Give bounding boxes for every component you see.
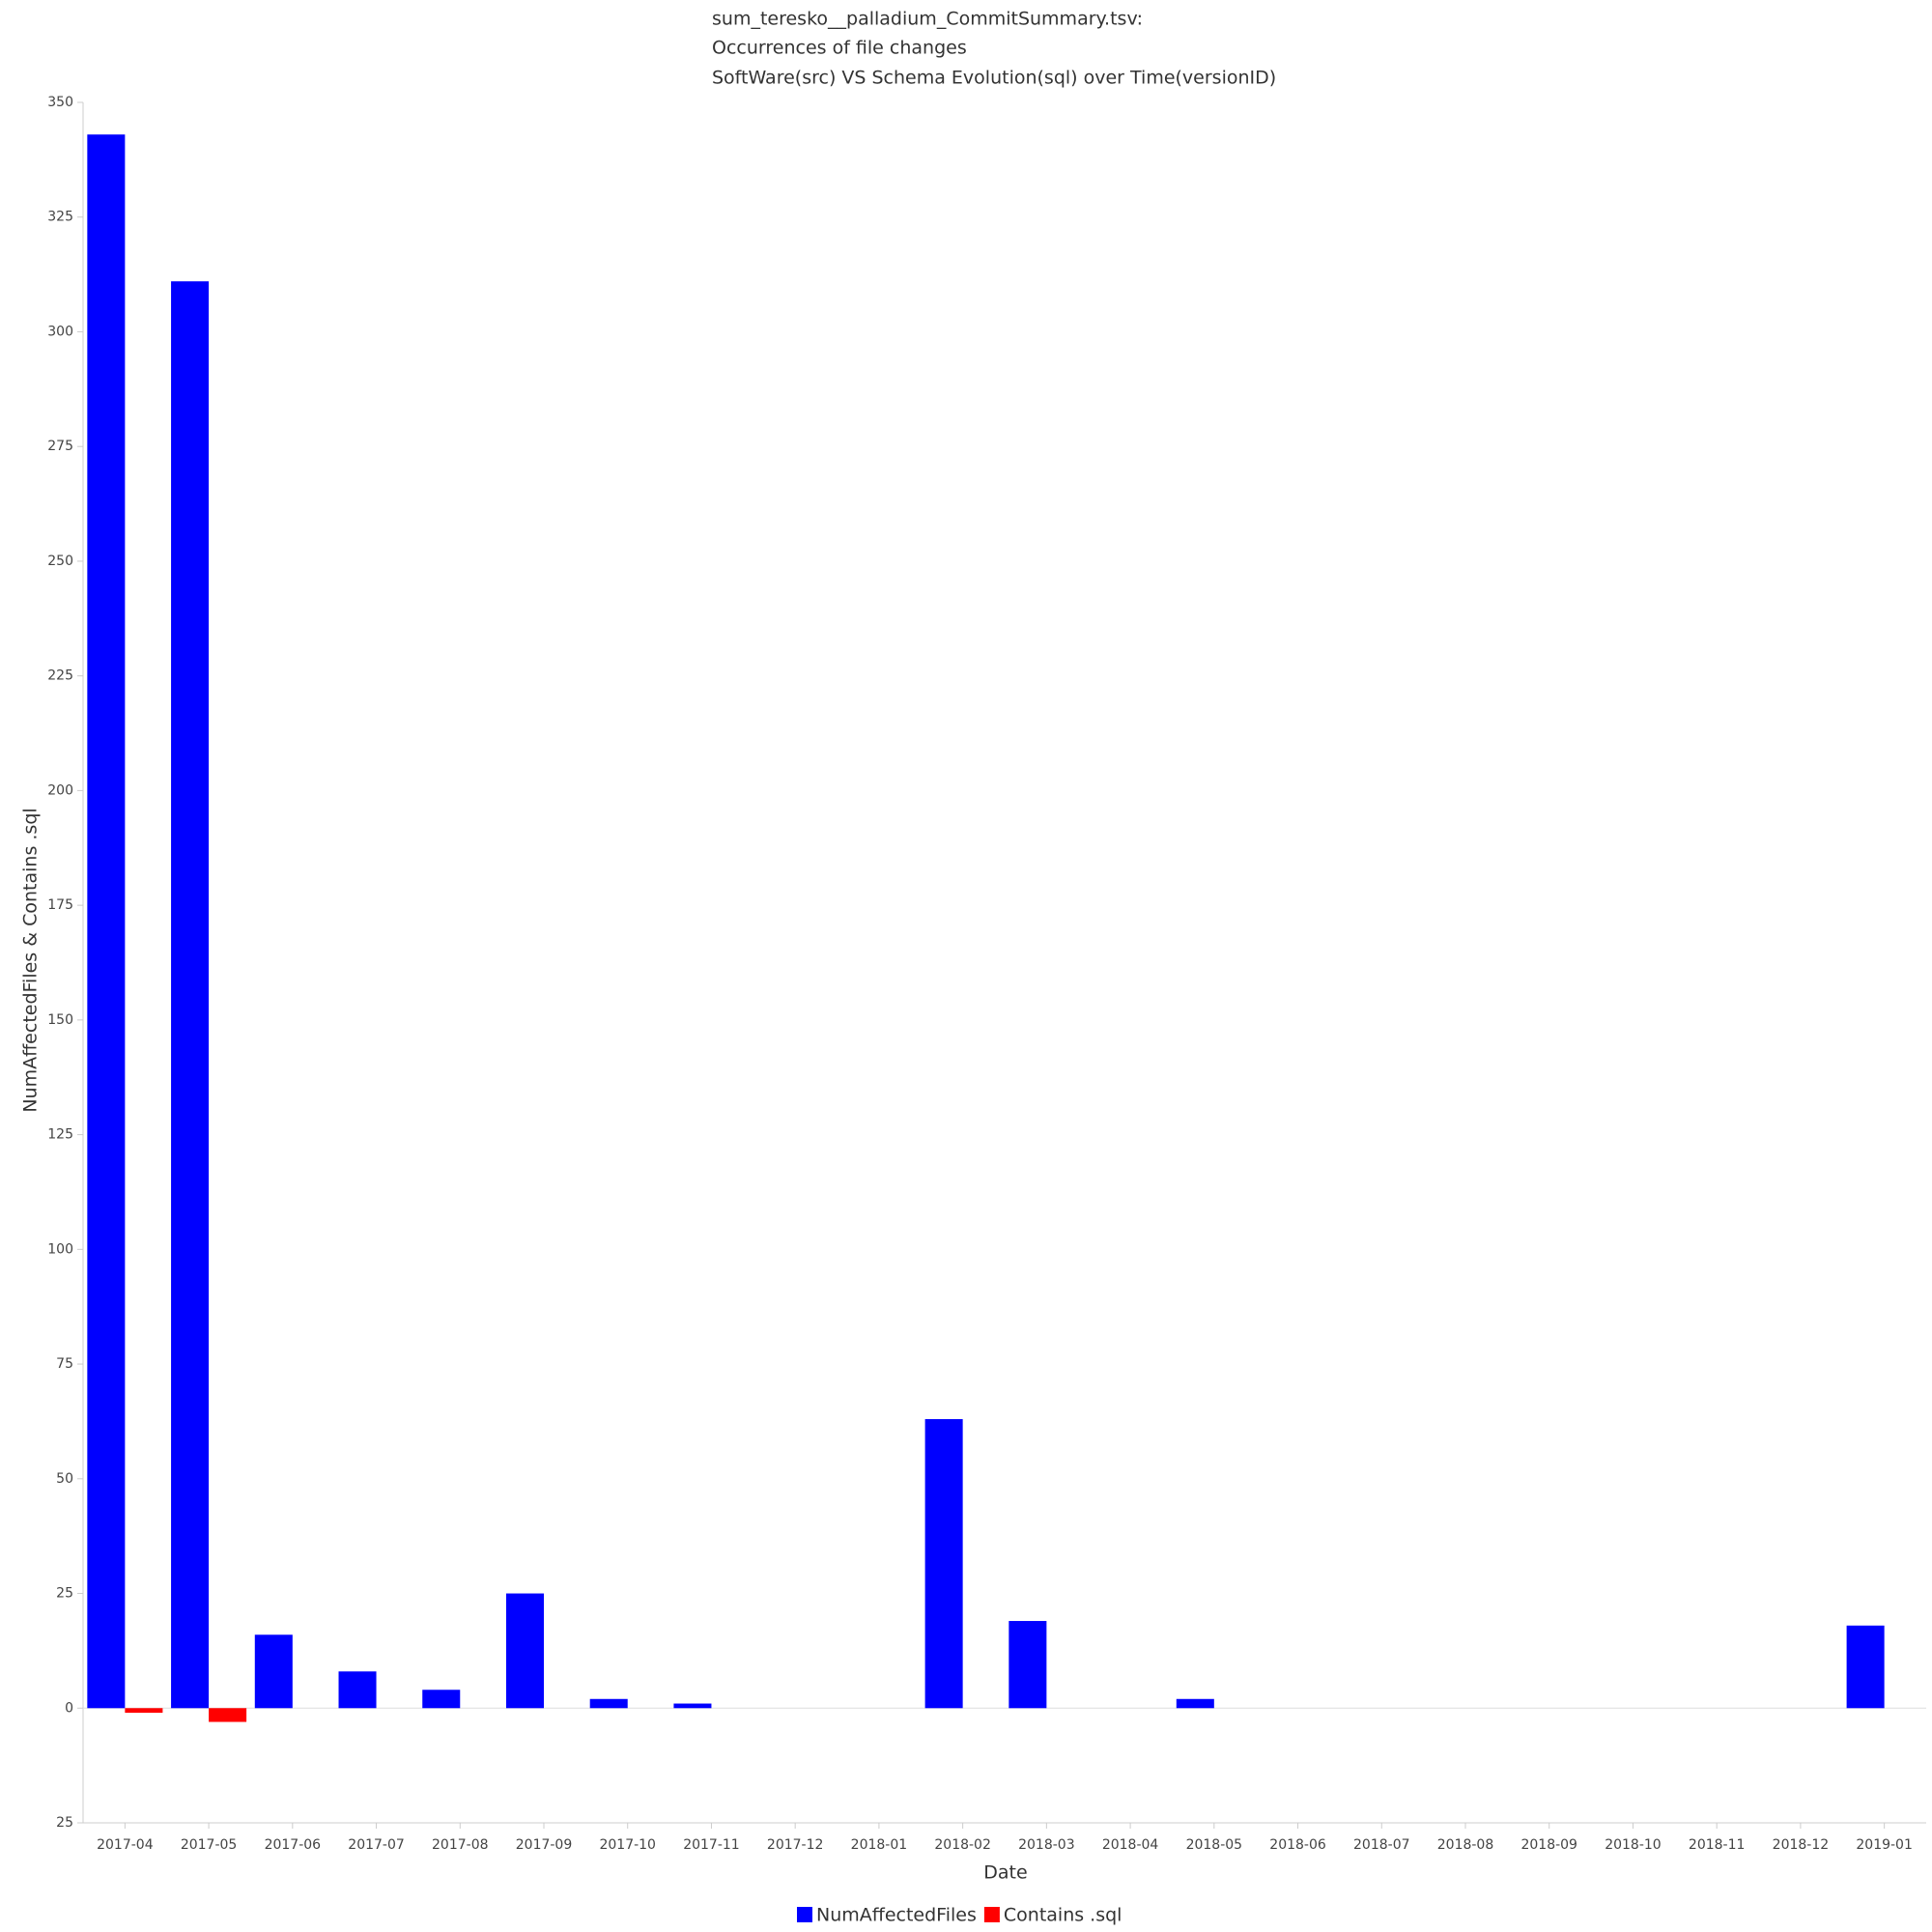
bar bbox=[422, 1690, 461, 1709]
bar bbox=[171, 281, 210, 1709]
y-tick-label: 325 bbox=[47, 210, 73, 225]
legend-swatch bbox=[797, 1907, 812, 1922]
bar bbox=[924, 1419, 963, 1709]
bar bbox=[1176, 1698, 1214, 1709]
bar bbox=[673, 1703, 712, 1709]
x-tick-label: 2019-01 bbox=[1856, 1837, 1913, 1853]
x-tick-label: 2017-08 bbox=[432, 1837, 489, 1853]
x-tick-label: 2018-11 bbox=[1689, 1837, 1746, 1853]
chart-title: sum_teresko__palladium_CommitSummary.tsv… bbox=[712, 9, 1143, 30]
x-axis-label: Date bbox=[983, 1862, 1027, 1884]
bar bbox=[87, 134, 126, 1709]
y-tick-label: 100 bbox=[47, 1241, 73, 1257]
y-tick-label: 150 bbox=[47, 1012, 73, 1028]
legend-label: NumAffectedFiles bbox=[816, 1905, 977, 1926]
x-tick-label: 2018-04 bbox=[1102, 1837, 1159, 1853]
legend-swatch bbox=[983, 1907, 1000, 1922]
bar bbox=[209, 1708, 247, 1722]
y-tick-label: 25 bbox=[56, 1815, 73, 1831]
y-tick-label: 350 bbox=[47, 95, 73, 110]
x-tick-label: 2017-07 bbox=[348, 1837, 405, 1853]
bar bbox=[505, 1593, 544, 1709]
bar bbox=[254, 1634, 293, 1709]
y-tick-label: 250 bbox=[47, 554, 73, 569]
y-tick-label: 175 bbox=[47, 897, 73, 913]
x-tick-label: 2017-09 bbox=[516, 1837, 573, 1853]
x-tick-label: 2018-02 bbox=[934, 1837, 991, 1853]
x-tick-label: 2018-12 bbox=[1773, 1837, 1830, 1853]
y-tick-label: 300 bbox=[47, 324, 73, 339]
x-tick-label: 2018-08 bbox=[1437, 1837, 1494, 1853]
chart-title: SoftWare(src) VS Schema Evolution(sql) o… bbox=[712, 68, 1276, 89]
x-tick-label: 2018-07 bbox=[1353, 1837, 1410, 1853]
x-tick-label: 2018-10 bbox=[1605, 1837, 1662, 1853]
legend-label: Contains .sql bbox=[1004, 1905, 1122, 1926]
x-tick-label: 2017-11 bbox=[683, 1837, 740, 1853]
chart-title: Occurrences of file changes bbox=[712, 38, 967, 59]
x-tick-label: 2018-01 bbox=[851, 1837, 908, 1853]
y-axis-label: NumAffectedFiles & Contains .sql bbox=[20, 808, 42, 1112]
x-tick-label: 2018-03 bbox=[1018, 1837, 1075, 1853]
y-tick-label: 125 bbox=[47, 1127, 73, 1143]
bar bbox=[1009, 1621, 1047, 1709]
x-tick-label: 2017-06 bbox=[265, 1837, 322, 1853]
y-tick-label: 0 bbox=[65, 1700, 73, 1716]
bar bbox=[125, 1708, 163, 1714]
bar bbox=[1846, 1625, 1885, 1709]
x-tick-label: 2018-09 bbox=[1520, 1837, 1577, 1853]
x-tick-label: 2017-10 bbox=[599, 1837, 656, 1853]
y-tick-label: 200 bbox=[47, 782, 73, 798]
y-tick-label: 275 bbox=[47, 439, 73, 454]
x-tick-label: 2017-05 bbox=[181, 1837, 238, 1853]
bar bbox=[338, 1671, 377, 1709]
y-tick-label: 50 bbox=[56, 1471, 73, 1487]
x-tick-label: 2018-06 bbox=[1269, 1837, 1326, 1853]
y-tick-label: 25 bbox=[56, 1586, 73, 1602]
x-tick-label: 2017-12 bbox=[767, 1837, 824, 1853]
y-tick-label: 225 bbox=[47, 668, 73, 684]
x-tick-label: 2017-04 bbox=[97, 1837, 154, 1853]
y-tick-label: 75 bbox=[56, 1356, 73, 1372]
bar bbox=[589, 1698, 628, 1709]
x-tick-label: 2018-05 bbox=[1186, 1837, 1243, 1853]
